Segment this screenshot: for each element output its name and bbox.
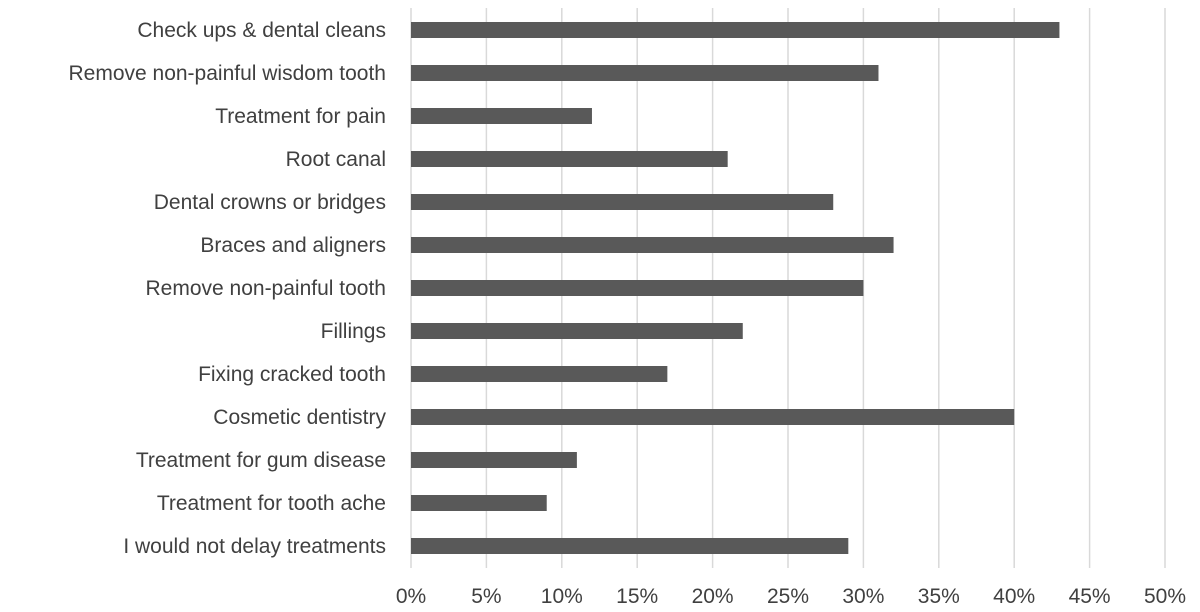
- bar: [411, 280, 864, 296]
- bar: [411, 65, 879, 81]
- category-label: Braces and aligners: [200, 234, 386, 257]
- x-tick-label: 10%: [541, 585, 583, 608]
- bar: [411, 108, 592, 124]
- category-labels: Check ups & dental cleans Remove non-pain…: [68, 19, 386, 558]
- x-tick-label: 30%: [842, 585, 884, 608]
- x-tick-label: 25%: [767, 585, 809, 608]
- category-label: Root canal: [286, 148, 386, 171]
- category-label: Remove non-painful tooth: [146, 277, 387, 300]
- category-label: Fillings: [321, 320, 386, 343]
- category-label: Treatment for tooth ache: [157, 492, 386, 515]
- category-label: I would not delay treatments: [123, 535, 386, 558]
- x-tick-label: 35%: [918, 585, 960, 608]
- bar: [411, 323, 743, 339]
- bar: [411, 452, 577, 468]
- x-tick-label: 0%: [396, 585, 426, 608]
- x-tick-label: 5%: [471, 585, 501, 608]
- bar: [411, 22, 1060, 38]
- category-label: Fixing cracked tooth: [198, 363, 386, 386]
- category-label: Cosmetic dentistry: [213, 406, 386, 429]
- category-label: Treatment for pain: [215, 105, 386, 128]
- x-tick-label: 15%: [616, 585, 658, 608]
- category-label: Dental crowns or bridges: [154, 191, 386, 214]
- category-label: Check ups & dental cleans: [137, 19, 386, 42]
- x-tick-label: 50%: [1144, 585, 1186, 608]
- bars: [411, 22, 1060, 554]
- bar: [411, 151, 728, 167]
- bar: [411, 495, 547, 511]
- bar: [411, 538, 849, 554]
- category-label: Treatment for gum disease: [136, 449, 386, 472]
- bar: [411, 366, 668, 382]
- bar: [411, 409, 1015, 425]
- x-tick-label: 20%: [692, 585, 734, 608]
- bar: [411, 237, 894, 253]
- x-tick-label: 40%: [993, 585, 1035, 608]
- bar: [411, 194, 834, 210]
- x-tick-label: 45%: [1069, 585, 1111, 608]
- x-axis-tick-labels: 0% 5% 10% 15% 20% 25% 30% 35% 40% 45% 50%: [396, 585, 1186, 608]
- category-label: Remove non-painful wisdom tooth: [68, 62, 386, 85]
